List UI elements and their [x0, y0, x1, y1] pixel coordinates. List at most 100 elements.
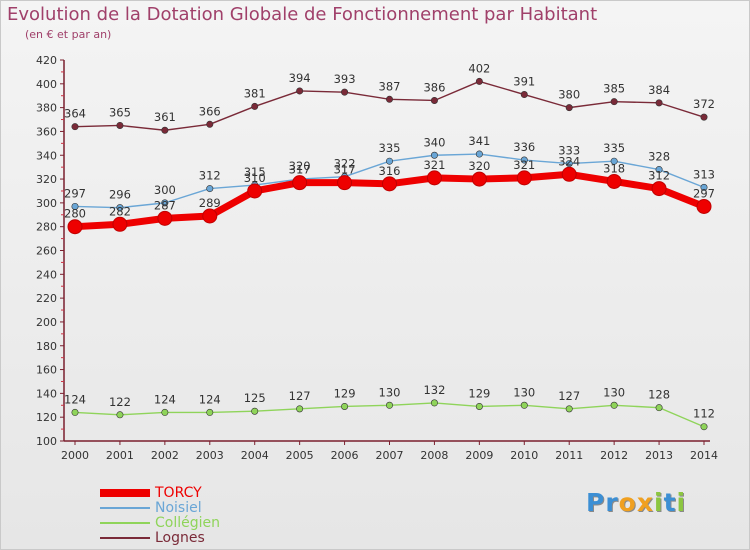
- y-tick-label: 400: [36, 78, 57, 91]
- data-point: [341, 88, 349, 96]
- data-label: 127: [289, 389, 311, 403]
- data-label: 393: [334, 72, 356, 86]
- data-point: [430, 399, 438, 407]
- y-tick-label: 200: [36, 316, 57, 329]
- data-label: 380: [558, 88, 580, 102]
- data-label: 129: [468, 386, 490, 400]
- data-point: [251, 407, 259, 415]
- data-label: 366: [199, 104, 221, 118]
- data-point: [161, 199, 169, 207]
- legend-label: Noisiel: [155, 500, 202, 516]
- x-tick-label: 2009: [465, 449, 493, 462]
- data-point: [565, 405, 573, 413]
- data-point: [606, 173, 622, 189]
- x-tick-label: 2002: [151, 449, 179, 462]
- data-label: 315: [244, 165, 266, 179]
- data-label: 289: [199, 196, 221, 210]
- series-noisiel: [71, 150, 708, 212]
- data-label: 313: [693, 167, 715, 181]
- data-label: 320: [468, 159, 490, 173]
- data-label: 130: [513, 385, 535, 399]
- y-tick-label: 100: [36, 435, 57, 448]
- data-label: 328: [648, 150, 670, 164]
- y-tick-label: 280: [36, 221, 57, 234]
- y-tick-label: 240: [36, 268, 57, 281]
- data-label: 333: [558, 144, 580, 158]
- x-tick-label: 2004: [241, 449, 269, 462]
- data-label: 386: [423, 80, 445, 94]
- data-point: [116, 204, 124, 212]
- data-label: 124: [64, 392, 86, 406]
- y-tick-label: 120: [36, 411, 57, 424]
- data-label: 297: [64, 186, 86, 200]
- data-label: 296: [109, 188, 131, 202]
- data-label: 132: [423, 383, 445, 397]
- data-label: 128: [648, 388, 670, 402]
- data-point: [700, 423, 708, 431]
- data-label: 280: [64, 207, 86, 221]
- y-tick-label: 360: [36, 125, 57, 138]
- data-point: [67, 219, 83, 235]
- data-point: [382, 176, 397, 192]
- data-label: 127: [558, 389, 580, 403]
- series-torcy: [67, 166, 712, 235]
- data-label: 402: [468, 61, 490, 75]
- logo-letter: t: [663, 488, 677, 517]
- data-label: 321: [423, 158, 445, 172]
- chart-axes: 100 120 140 160 180 200 220 240 260 280 300 320 340 3…: [36, 54, 718, 462]
- x-tick-label: 2010: [510, 449, 538, 462]
- data-point: [337, 175, 353, 191]
- x-tick-label: 2006: [331, 449, 359, 462]
- data-label: 372: [693, 97, 715, 111]
- data-label: 297: [693, 186, 715, 200]
- data-point: [247, 183, 263, 199]
- data-point: [251, 102, 259, 110]
- data-point: [516, 170, 532, 186]
- data-label: 364: [64, 107, 86, 121]
- data-label: 381: [244, 86, 266, 100]
- data-point: [157, 210, 173, 226]
- data-point: [696, 198, 712, 214]
- data-point: [520, 156, 528, 164]
- data-point: [426, 170, 442, 186]
- y-tick-label: 320: [36, 173, 57, 186]
- data-label: 122: [109, 395, 131, 409]
- data-point: [655, 404, 663, 412]
- data-label: 317: [334, 163, 356, 177]
- logo-letter: i: [676, 488, 687, 517]
- y-tick-label: 340: [36, 149, 57, 162]
- x-tick-label: 2011: [555, 449, 583, 462]
- chart-series-layer: [67, 77, 712, 431]
- legend-label: Lognes: [155, 530, 205, 546]
- data-label: 336: [513, 140, 535, 154]
- data-point: [71, 202, 79, 210]
- data-label: 365: [109, 105, 131, 119]
- legend-swatch: [100, 522, 150, 524]
- data-point: [475, 77, 483, 85]
- x-tick-label: 2014: [690, 449, 718, 462]
- data-label: 124: [154, 392, 176, 406]
- data-label: 322: [334, 157, 356, 171]
- data-point: [610, 157, 618, 165]
- chart-title: Evolution de la Dotation Globale de Fonc…: [7, 4, 598, 25]
- legend-label: TORCY: [155, 485, 202, 501]
- data-point: [385, 157, 393, 165]
- data-label: 340: [423, 135, 445, 149]
- chart-subtitle: (en € et par an): [25, 28, 112, 41]
- logo-letter: i: [654, 488, 664, 517]
- data-point: [296, 405, 304, 413]
- legend-swatch: [100, 507, 150, 509]
- data-label: 324: [558, 154, 580, 168]
- y-tick-label: 300: [36, 197, 57, 210]
- data-label: 387: [379, 79, 401, 93]
- proxiti-logo: Proxiti: [586, 488, 686, 517]
- logo-letter: x: [636, 488, 654, 517]
- data-point: [520, 401, 528, 409]
- data-point: [471, 171, 487, 187]
- data-label: 341: [468, 134, 490, 148]
- x-tick-label: 2013: [645, 449, 673, 462]
- series-collégien: [71, 399, 708, 431]
- data-point: [520, 91, 528, 99]
- data-point: [700, 183, 708, 191]
